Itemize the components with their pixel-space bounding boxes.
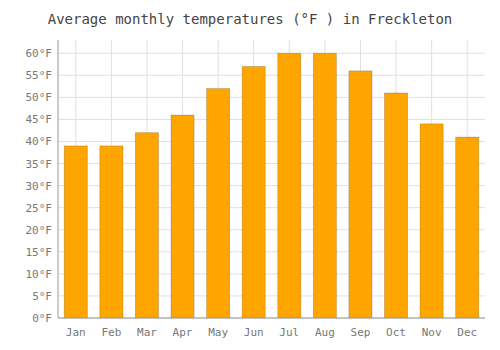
title: Average monthly temperatures (°F ) in Fr… — [48, 11, 453, 27]
tick-label: 20°F — [26, 224, 53, 237]
bar — [64, 146, 87, 318]
tick-label: 0°F — [32, 312, 52, 325]
bar — [207, 89, 230, 318]
bar — [242, 66, 265, 318]
tick-label: Oct — [386, 326, 406, 339]
bar — [313, 53, 336, 318]
tick-label: Mar — [137, 326, 157, 339]
tick-label: Jul — [279, 326, 299, 339]
bar — [349, 71, 372, 318]
grid-line — [58, 97, 485, 98]
tick-label: 30°F — [26, 180, 53, 193]
tick-label: May — [208, 326, 228, 339]
grid-line — [58, 53, 485, 54]
tick-label: Aug — [315, 326, 335, 339]
bar — [420, 124, 443, 318]
chart-container: Average monthly temperatures (°F ) in Fr… — [0, 0, 500, 350]
bar — [135, 133, 158, 318]
bar — [171, 115, 194, 318]
tick-label: 60°F — [26, 47, 53, 60]
tick-label: Feb — [101, 326, 121, 339]
tick-label: 15°F — [26, 246, 53, 259]
bar — [456, 137, 479, 318]
chart: Average monthly temperatures (°F ) in Fr… — [0, 0, 500, 350]
bar — [278, 53, 301, 318]
tick-label: Dec — [457, 326, 477, 339]
bar — [100, 146, 123, 318]
axes: 0°F 5°F 10°F 15°F 20°F 25°F 30°F 35°F 40°F 45°F 50… — [26, 40, 486, 339]
grid-line — [58, 119, 485, 120]
grid — [58, 40, 485, 318]
tick-label: 55°F — [26, 69, 53, 82]
tick-label: Apr — [173, 326, 193, 339]
y-axis-line — [58, 40, 59, 318]
tick-label: Jun — [244, 326, 264, 339]
tick-label: 25°F — [26, 202, 53, 215]
tick-label: 45°F — [26, 113, 53, 126]
tick-label: 50°F — [26, 91, 53, 104]
tick-label: Sep — [351, 326, 371, 339]
tick-label: 35°F — [26, 158, 53, 171]
grid-line — [58, 75, 485, 76]
tick-label: Nov — [422, 326, 442, 339]
bars — [64, 53, 479, 318]
bar — [384, 93, 407, 318]
tick-label: 10°F — [26, 268, 53, 281]
tick-label: Jan — [66, 326, 86, 339]
tick-label: 40°F — [26, 135, 53, 148]
tick-label: 5°F — [32, 290, 52, 303]
